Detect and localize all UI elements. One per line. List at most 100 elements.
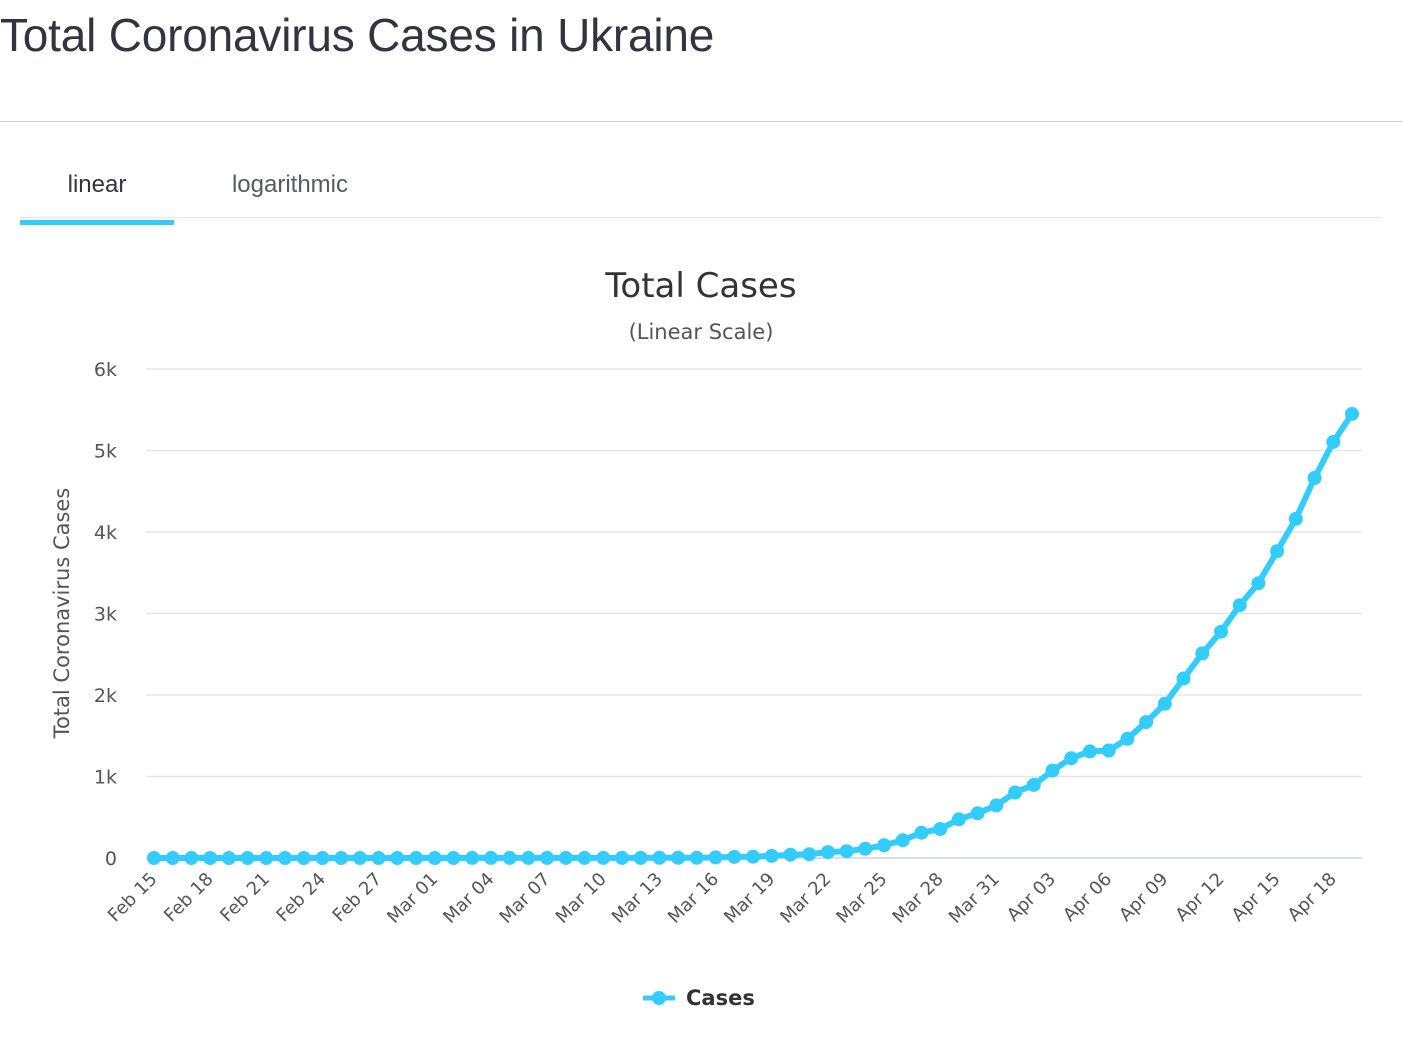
data-point[interactable]: [783, 847, 798, 862]
y-tick-label: 6k: [94, 359, 117, 381]
tab-linear-label: linear: [67, 171, 127, 198]
x-tick-label: Feb 27: [329, 869, 387, 927]
data-point[interactable]: [802, 847, 817, 862]
x-tick-label: Apr 06: [1059, 869, 1116, 926]
x-tick-label: Mar 07: [496, 869, 555, 928]
data-point[interactable]: [671, 850, 686, 865]
data-point[interactable]: [1214, 624, 1228, 639]
series-cases: [147, 406, 1359, 865]
total-cases-chart: Total Cases (Linear Scale) Total Coronav…: [50, 266, 1362, 1010]
active-tab-indicator: [20, 220, 174, 225]
data-point[interactable]: [708, 850, 723, 865]
data-point[interactable]: [1307, 471, 1322, 485]
data-point[interactable]: [1288, 511, 1303, 526]
data-point[interactable]: [989, 798, 1004, 813]
data-point[interactable]: [184, 851, 199, 865]
data-point[interactable]: [895, 833, 910, 848]
x-tick-label: Mar 25: [832, 869, 891, 928]
data-point[interactable]: [633, 850, 648, 865]
data-point[interactable]: [1157, 696, 1172, 711]
data-point[interactable]: [558, 850, 573, 865]
y-tick-label: 0: [105, 848, 117, 870]
data-point[interactable]: [1195, 646, 1210, 661]
data-point[interactable]: [689, 850, 704, 865]
data-point[interactable]: [764, 848, 779, 863]
x-tick-label: Mar 10: [552, 869, 611, 928]
data-point[interactable]: [483, 850, 498, 865]
series-line-cases: [151, 410, 1355, 861]
x-tick-label: Mar 13: [608, 869, 667, 928]
data-point[interactable]: [221, 851, 236, 865]
tab-logarithmic-label: logarithmic: [231, 171, 349, 198]
data-point[interactable]: [858, 841, 873, 856]
data-point[interactable]: [1008, 785, 1023, 800]
data-point[interactable]: [1082, 744, 1097, 759]
data-point[interactable]: [427, 851, 442, 865]
data-point[interactable]: [746, 849, 760, 864]
data-point[interactable]: [839, 844, 854, 859]
data-point[interactable]: [933, 822, 948, 836]
tab-logarithmic[interactable]: logarithmic: [210, 145, 370, 225]
data-point[interactable]: [1045, 763, 1060, 778]
data-point[interactable]: [1139, 715, 1154, 730]
x-tick-label: Apr 12: [1171, 869, 1228, 926]
data-point[interactable]: [371, 851, 386, 865]
data-point[interactable]: [465, 850, 480, 865]
legend-marker: [652, 991, 666, 1005]
x-tick-label: Mar 04: [439, 869, 498, 928]
data-point[interactable]: [1345, 406, 1359, 421]
data-point[interactable]: [147, 851, 161, 865]
data-point[interactable]: [502, 850, 517, 865]
tabs-divider: [20, 217, 1382, 218]
data-point[interactable]: [165, 851, 180, 865]
data-point[interactable]: [352, 851, 367, 865]
x-tick-label: Mar 28: [889, 869, 948, 928]
data-point[interactable]: [652, 850, 667, 865]
y-tick-label: 2k: [94, 685, 117, 707]
data-point[interactable]: [1176, 671, 1191, 686]
data-point[interactable]: [278, 851, 292, 865]
data-point[interactable]: [877, 838, 891, 853]
x-tick-label: Feb 24: [272, 869, 330, 927]
data-point[interactable]: [970, 806, 985, 821]
data-point[interactable]: [1251, 576, 1266, 591]
y-axis-ticks: 0 1k 2k 3k 4k 5k 6k: [94, 359, 117, 870]
data-point[interactable]: [1120, 731, 1135, 746]
x-tick-label: Apr 03: [1003, 869, 1060, 926]
data-point[interactable]: [615, 850, 629, 865]
data-point[interactable]: [1026, 777, 1041, 792]
data-point[interactable]: [820, 845, 835, 860]
data-point[interactable]: [727, 849, 742, 864]
tab-linear[interactable]: linear: [20, 145, 174, 225]
data-point[interactable]: [203, 851, 218, 865]
data-point[interactable]: [577, 850, 592, 865]
grid-lines: [146, 368, 1362, 859]
data-point[interactable]: [914, 825, 929, 840]
chart-subtitle: (Linear Scale): [629, 320, 774, 344]
data-point[interactable]: [1326, 434, 1341, 449]
data-point[interactable]: [240, 851, 255, 865]
data-point[interactable]: [296, 851, 311, 865]
x-tick-label: Apr 15: [1228, 869, 1285, 926]
data-point[interactable]: [390, 851, 405, 865]
legend-label-cases: Cases: [686, 986, 755, 1010]
data-point[interactable]: [1064, 751, 1079, 766]
data-point[interactable]: [446, 851, 461, 865]
data-point[interactable]: [1232, 598, 1247, 613]
data-point[interactable]: [334, 851, 349, 865]
data-point[interactable]: [409, 851, 424, 865]
data-point[interactable]: [315, 851, 330, 865]
chart-title: Total Cases: [604, 266, 796, 306]
data-point[interactable]: [951, 812, 966, 827]
data-point[interactable]: [521, 850, 536, 865]
data-point[interactable]: [596, 850, 611, 865]
x-tick-label: Mar 16: [664, 869, 723, 928]
y-tick-label: 1k: [94, 767, 117, 789]
y-axis-label: Total Coronavirus Cases: [50, 488, 74, 740]
data-point[interactable]: [259, 851, 274, 865]
data-point[interactable]: [1101, 743, 1116, 758]
data-point[interactable]: [1270, 544, 1285, 559]
legend[interactable]: Cases: [643, 986, 755, 1010]
scale-tabs: linear logarithmic: [20, 145, 1382, 227]
data-point[interactable]: [540, 850, 555, 865]
